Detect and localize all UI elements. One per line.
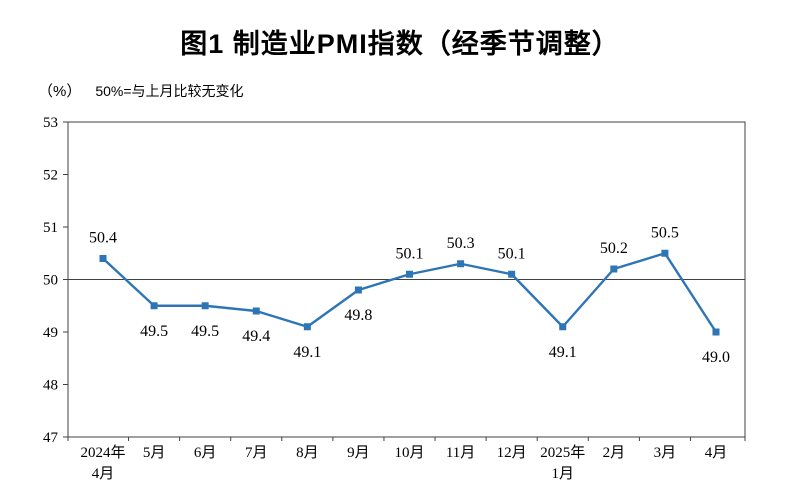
- data-point-label: 50.1: [396, 245, 424, 262]
- data-point-label: 50.4: [89, 230, 117, 247]
- y-axis-tick-label: 48: [43, 378, 58, 394]
- x-axis-label: 4月: [92, 466, 115, 482]
- x-axis-label: 7月: [245, 445, 268, 461]
- data-point-label: 50.3: [447, 235, 475, 252]
- data-point-label: 49.4: [242, 328, 270, 345]
- data-point-label: 50.5: [651, 224, 679, 241]
- x-axis-label: 5月: [143, 445, 166, 461]
- data-point-marker: [201, 302, 209, 310]
- data-point-marker: [661, 249, 669, 257]
- reference-note-label: 50%=与上月比较无变化: [95, 83, 244, 99]
- data-point-marker: [303, 323, 311, 331]
- x-axis-label: 10月: [394, 445, 424, 461]
- data-point-label: 50.2: [600, 240, 628, 257]
- data-point-marker: [252, 307, 260, 315]
- y-axis-tick-label: 53: [43, 115, 58, 131]
- data-point-label: 49.0: [702, 349, 730, 366]
- y-axis-unit-label: （%）: [38, 83, 82, 100]
- x-axis-label: 8月: [296, 445, 319, 461]
- x-axis-label: 1月: [551, 466, 574, 482]
- pmi-line-chart: 53 52 51 50 49 48 47 2024年 4月 5月 6月 7月 8月 9月 10月 11月 12月…: [43, 115, 746, 482]
- data-point-marker: [354, 286, 362, 294]
- y-axis-tick-label: 47: [43, 430, 59, 446]
- data-point-marker: [508, 270, 516, 278]
- chart-subtitle: （%） 50%=与上月比较无变化: [38, 80, 244, 101]
- data-point-label: 49.1: [293, 344, 321, 361]
- pmi-series-line: [102, 252, 718, 333]
- data-point-label: 49.1: [549, 344, 577, 361]
- data-point-marker: [457, 260, 465, 268]
- data-point-marker: [150, 302, 158, 310]
- x-axis-label: 6月: [194, 445, 217, 461]
- data-point-label: 49.8: [344, 307, 372, 324]
- data-point-marker: [99, 255, 107, 262]
- x-axis-label: 12月: [497, 445, 527, 461]
- y-axis-tick-label: 52: [43, 168, 58, 184]
- x-axis-label: 2024年: [80, 444, 125, 461]
- data-point-label: 49.5: [140, 323, 168, 340]
- data-point-marker: [559, 323, 567, 331]
- x-axis-label: 3月: [654, 445, 677, 461]
- x-axis-label: 9月: [347, 445, 370, 461]
- x-axis-label: 4月: [705, 445, 728, 461]
- data-point-label: 49.5: [191, 323, 219, 340]
- y-axis-tick-label: 50: [43, 273, 58, 289]
- y-axis-tick-label: 51: [43, 220, 58, 236]
- x-axis-label: 11月: [446, 445, 475, 461]
- data-point-marker: [406, 270, 413, 278]
- data-point-marker: [712, 328, 720, 336]
- data-point-label: 50.1: [498, 245, 526, 262]
- y-axis-tick-label: 49: [43, 325, 58, 341]
- data-point-marker: [610, 265, 618, 273]
- chart-title: 图1 制造业PMI指数（经季节调整）: [180, 29, 620, 59]
- x-axis-label: 2月: [603, 445, 626, 461]
- x-axis-label: 2025年: [540, 444, 585, 461]
